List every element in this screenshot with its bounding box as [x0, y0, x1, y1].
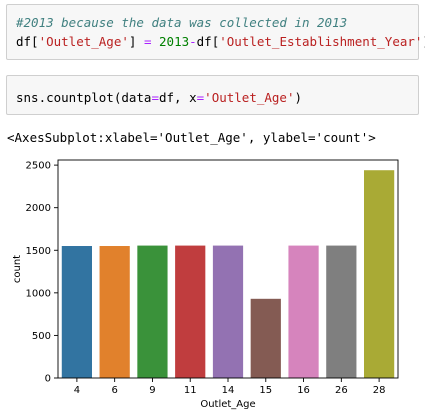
x-tick-label: 9 — [149, 385, 155, 396]
bar-11 — [175, 245, 206, 378]
bar-16 — [288, 245, 319, 378]
y-tick-label: 500 — [32, 331, 51, 342]
code-operator: = — [143, 34, 152, 49]
countplot-chart: 0 500 1000 1500 2000 2500 4 6 9 11 14 15 16 26 28 cou… — [12, 159, 399, 410]
code-token: ] — [128, 34, 144, 49]
x-tick-label: 11 — [184, 385, 197, 396]
code-token: ] — [422, 34, 425, 49]
code-token: df[ — [16, 34, 39, 49]
y-axis: 0 500 1000 1500 2000 2500 — [26, 161, 58, 385]
y-tick-label: 1000 — [26, 288, 51, 299]
x-tick-label: 16 — [297, 385, 310, 396]
code-number: 2013 — [159, 34, 190, 49]
code-string: 'Outlet_Establishment_Year' — [219, 34, 423, 49]
bars-group — [61, 170, 395, 378]
bar-9 — [137, 245, 168, 378]
bar-14 — [212, 245, 244, 378]
x-tick-label: 4 — [74, 385, 80, 396]
y-tick-label: 1500 — [26, 246, 51, 257]
bar-28 — [364, 170, 395, 378]
code-cell-outlet-age[interactable]: #2013 because the data was collected in … — [6, 4, 425, 60]
code-token: df[ — [196, 34, 220, 49]
y-tick-label: 2000 — [26, 203, 51, 214]
code-operator: = — [196, 90, 205, 105]
code-operator: - — [189, 34, 197, 49]
x-tick-label: 28 — [373, 385, 386, 396]
bar-15 — [250, 298, 281, 378]
y-tick-label: 0 — [45, 374, 51, 385]
code-line-assignment: df['Outlet_Age'] = 2013-df['Outlet_Estab… — [16, 32, 425, 51]
code-token: sns.countplot(data — [16, 90, 152, 105]
code-cell-countplot[interactable]: sns.countplot(data=df, x='Outlet_Age') — [6, 75, 419, 115]
x-tick-label: 14 — [222, 385, 235, 396]
code-string: 'Outlet_Age' — [204, 90, 295, 105]
code-line-countplot: sns.countplot(data=df, x='Outlet_Age') — [16, 88, 418, 107]
code-string: 'Outlet_Age' — [38, 34, 129, 49]
code-token — [151, 34, 159, 49]
code-token: ) — [294, 90, 303, 105]
code-operator: = — [151, 90, 159, 105]
x-tick-label: 6 — [111, 385, 117, 396]
x-tick-label: 26 — [335, 385, 348, 396]
x-axis-label: Outlet_Age — [200, 399, 255, 410]
y-tick-label: 2500 — [26, 161, 51, 172]
plot-frame — [57, 159, 399, 379]
x-tick-label: 15 — [259, 385, 272, 396]
bar-4 — [61, 246, 92, 378]
x-axis: 4 6 9 11 14 15 16 26 28 — [74, 378, 386, 396]
bar-26 — [326, 245, 357, 378]
code-token: df, x — [159, 90, 197, 105]
code-comment: #2013 because the data was collected in … — [16, 15, 348, 30]
y-axis-label: count — [12, 255, 23, 283]
cell-output-text: <AxesSubplot:xlabel='Outlet_Age', ylabel… — [7, 130, 376, 145]
bar-6 — [99, 246, 130, 378]
